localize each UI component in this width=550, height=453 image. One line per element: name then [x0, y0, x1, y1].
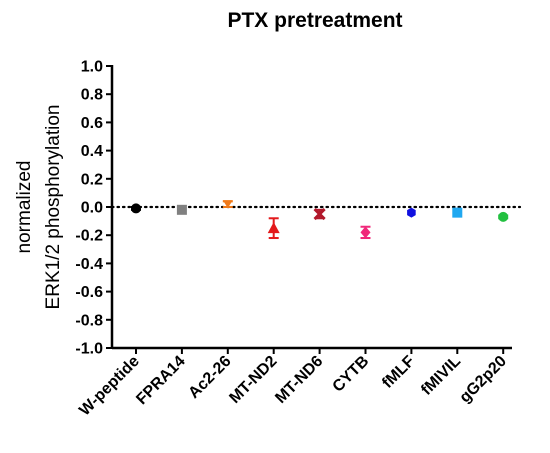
x-tick-label: CYTB — [330, 353, 373, 396]
marker — [498, 211, 509, 222]
data-point-w-peptide — [131, 203, 141, 214]
y-tick-label: 0.8 — [81, 87, 103, 104]
marker — [360, 226, 371, 239]
y-tick-label: -1.0 — [75, 341, 103, 358]
data-point-ac2-26 — [222, 200, 233, 209]
data-point-mt-nd2 — [267, 217, 280, 240]
x-tick-label: MT-ND2 — [226, 353, 280, 407]
marker — [313, 207, 326, 221]
y-tick-label: -0.8 — [75, 312, 103, 329]
marker — [452, 207, 463, 218]
data-point-cytb — [360, 225, 371, 240]
y-tick-label: 0.4 — [81, 143, 103, 160]
x-tick-label: fMIVIL — [418, 353, 464, 399]
chart-title: PTX pretreatment — [227, 9, 402, 32]
data-point-gg2p20 — [498, 211, 509, 222]
y-tick-label: 0.0 — [81, 200, 103, 217]
y-ticks: 1.0 0.8 0.6 0.4 0.2 0.0 -0.2 -0.4 -0.6 -0.8 -1.0 — [75, 59, 112, 358]
data-point-fmivil — [452, 207, 463, 218]
marker — [222, 200, 233, 209]
x-tick-label: MT-ND6 — [272, 353, 326, 407]
marker — [131, 203, 141, 214]
data-point-fmlf — [407, 207, 416, 218]
data-point-mt-nd6 — [313, 207, 326, 221]
y-tick-label: -0.4 — [75, 256, 103, 273]
data-point-fpra14 — [176, 204, 187, 215]
y-axis-label-line1: normalized — [14, 161, 35, 254]
x-tick-label: W-peptide — [76, 353, 143, 420]
x-tick-label: gG2p20 — [457, 353, 511, 407]
x-tick-label: fMLF — [379, 353, 418, 392]
y-tick-label: -0.6 — [75, 284, 103, 301]
y-tick-label: 0.2 — [81, 171, 103, 188]
y-tick-label: -0.2 — [75, 228, 103, 245]
y-tick-label: 1.0 — [81, 59, 103, 76]
marker — [267, 222, 280, 234]
marker — [176, 204, 187, 215]
marker — [407, 207, 416, 218]
y-axis-label: normalized ERK1/2 phosphorylation — [14, 105, 64, 310]
data-points — [131, 200, 509, 240]
x-tick-label: FPRA14 — [133, 353, 188, 408]
y-tick-label: 0.6 — [81, 115, 103, 132]
y-axis-label-line2: ERK1/2 phosphorylation — [43, 105, 64, 310]
